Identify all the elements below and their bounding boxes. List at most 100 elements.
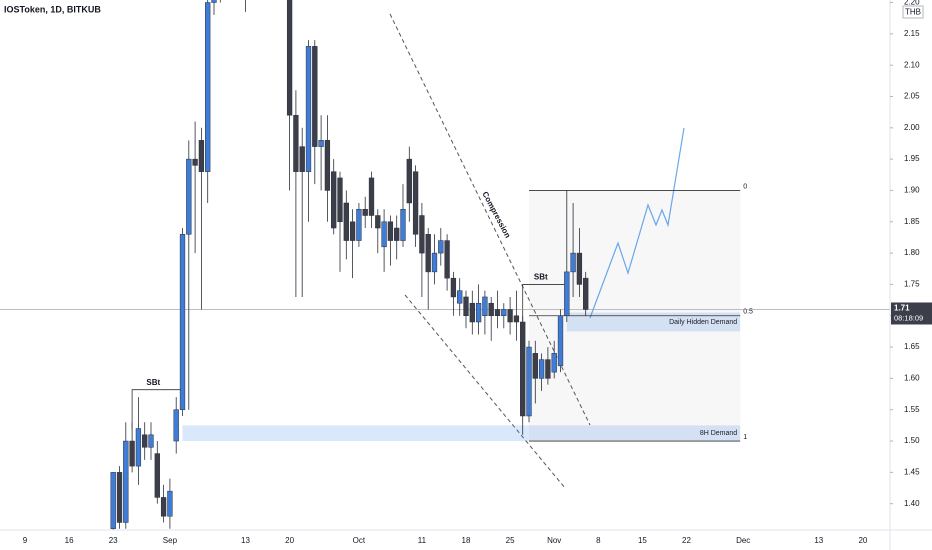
candle-body <box>356 208 362 241</box>
x-tick-label: Oct <box>353 536 366 545</box>
candle-body <box>148 434 154 448</box>
candle-body <box>186 158 192 235</box>
y-tick-label: 1.50 <box>904 436 920 445</box>
candle-body <box>205 2 211 172</box>
candle-body <box>211 0 217 3</box>
last-price-tag <box>891 302 932 325</box>
y-tick-label: 1.60 <box>904 374 920 383</box>
candle-body <box>173 409 179 442</box>
fib-level-label: 0.5 <box>743 309 753 316</box>
fib-level-label: 0 <box>743 183 747 190</box>
candle-body <box>400 208 406 241</box>
candle-body <box>570 252 576 273</box>
candle-body <box>337 177 343 223</box>
candles <box>110 0 589 530</box>
y-tick-label: 2.10 <box>904 60 920 69</box>
candle-body <box>305 46 312 172</box>
countdown: 08:18:09 <box>894 313 923 322</box>
candle-body <box>457 290 463 304</box>
y-tick-label: 1.65 <box>904 342 920 351</box>
candle-body <box>394 227 400 241</box>
candle-body <box>192 158 198 166</box>
candle-body <box>135 428 142 467</box>
x-tick-label: Dec <box>736 536 750 545</box>
demand-zone <box>566 312 741 332</box>
candle-body <box>198 140 205 172</box>
y-tick-label: 1.80 <box>904 248 920 257</box>
candle-body <box>564 271 570 316</box>
y-tick-label: 1.85 <box>904 217 920 226</box>
x-tick-label: 11 <box>418 536 427 545</box>
candle-body <box>324 140 331 191</box>
x-tick-label: 8 <box>596 536 601 545</box>
candle-body <box>387 221 394 241</box>
candle-body <box>375 215 381 229</box>
candle-body <box>349 221 356 241</box>
candle-body <box>532 353 538 379</box>
annotation: Compression <box>480 190 512 239</box>
y-tick-label: 1.75 <box>904 280 920 289</box>
candle-body <box>116 472 123 523</box>
candle-body <box>129 440 135 467</box>
x-tick-label: 18 <box>462 536 471 545</box>
structure-break <box>131 389 183 430</box>
candle-body <box>526 346 532 417</box>
candle-body <box>286 0 293 116</box>
candle-body <box>381 221 387 248</box>
candle-body <box>545 359 551 379</box>
candle-body <box>362 208 368 216</box>
candle-body <box>318 140 324 147</box>
x-tick-label: 23 <box>109 536 118 545</box>
x-tick-label: 22 <box>682 536 691 545</box>
candle-body <box>520 321 526 417</box>
candle-body <box>583 277 589 310</box>
candle-body <box>142 434 148 448</box>
candle-body <box>576 252 583 285</box>
candle-body <box>312 46 318 147</box>
candle-body <box>501 309 507 316</box>
y-tick-label: 1.95 <box>904 154 920 163</box>
candle-body <box>123 440 129 523</box>
candle-body <box>538 359 545 379</box>
candle-body <box>444 240 450 279</box>
candle-body <box>331 171 337 229</box>
structure-break <box>522 284 567 325</box>
candle-body <box>482 296 488 316</box>
candle-body <box>431 252 438 273</box>
candle-body <box>110 472 116 529</box>
y-tick-label: 1.55 <box>904 405 920 414</box>
x-tick-label: Sep <box>163 536 178 545</box>
candle-body <box>412 171 419 235</box>
candle-body <box>154 453 160 498</box>
candle-body <box>475 302 482 323</box>
candle-body <box>551 353 557 373</box>
x-tick-label: Nov <box>547 536 561 545</box>
candle-body <box>406 158 412 204</box>
x-tick-label: 20 <box>285 536 294 545</box>
candle-body <box>343 202 349 241</box>
zone-label: Daily Hidden Demand <box>669 319 737 326</box>
x-tick-label: 25 <box>506 536 515 545</box>
currency-box <box>902 5 924 19</box>
candle-body <box>557 315 564 367</box>
candle-body <box>368 177 375 216</box>
zone-label: 8H Demand <box>700 430 737 437</box>
candle-body <box>488 302 494 316</box>
x-tick-label: 16 <box>65 536 74 545</box>
structure-break-label: SBt <box>534 273 548 282</box>
currency: THB <box>905 8 921 17</box>
candle-body <box>469 302 475 323</box>
candle-body <box>513 315 520 323</box>
candle-body <box>494 309 501 316</box>
last-price-label: 1.71 <box>894 304 910 313</box>
y-tick-label: 2.20 <box>904 0 920 7</box>
demand-zone <box>182 425 741 442</box>
y-tick-label: 1.45 <box>904 467 920 476</box>
structure-break-label: SBt <box>146 378 160 387</box>
y-tick-label: 1.90 <box>904 186 920 195</box>
projection-path <box>589 127 685 319</box>
x-tick-label: 20 <box>858 536 867 545</box>
y-tick-label: 2.00 <box>904 123 920 132</box>
candle-body <box>179 234 186 410</box>
candle-body <box>160 497 167 517</box>
